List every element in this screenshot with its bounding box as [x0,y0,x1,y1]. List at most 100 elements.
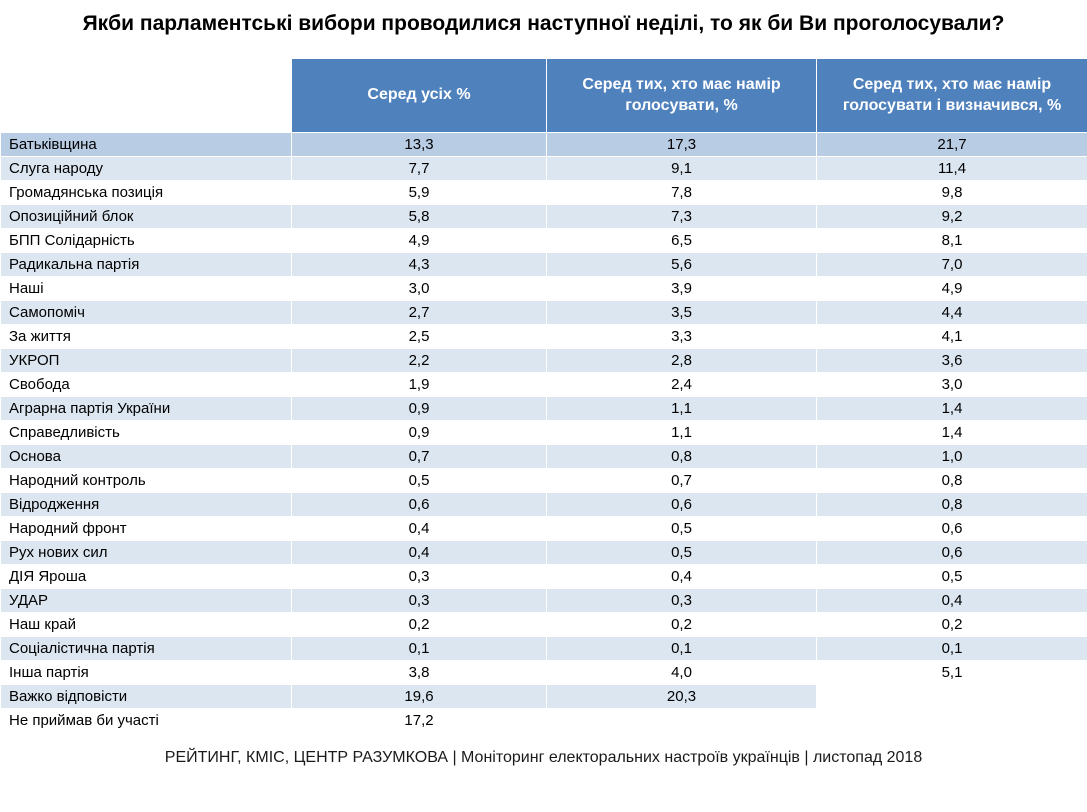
header-row: Серед усіх % Серед тих, хто має намір го… [0,58,1087,134]
table-row: Наш край 0,2 0,2 0,2 [0,612,1087,638]
party-name: Громадянська позиція [0,180,292,206]
value-cell: 21,7 [816,132,1087,158]
value-cell: 1,4 [816,420,1087,446]
table-row: БПП Солідарність 4,9 6,5 8,1 [0,228,1087,254]
table-row: Важко відповісти 19,6 20,3 [0,684,1087,710]
value-cell: 0,8 [816,468,1087,494]
value-cell: 7,0 [816,252,1087,278]
value-cell: 4,0 [546,660,817,686]
table-row: Рух нових сил 0,4 0,5 0,6 [0,540,1087,566]
value-cell: 0,6 [291,492,547,518]
table-row: Самопоміч 2,7 3,5 4,4 [0,300,1087,326]
value-cell: 1,1 [546,396,817,422]
corner-cell [0,58,292,134]
value-cell: 0,5 [816,564,1087,590]
value-cell: 0,4 [816,588,1087,614]
table-row: Справедливість 0,9 1,1 1,4 [0,420,1087,446]
party-name: Відродження [0,492,292,518]
empty-cell [816,684,1087,710]
value-cell: 2,4 [546,372,817,398]
value-cell: 17,3 [546,132,817,158]
page-title: Якби парламентські вибори проводилися на… [82,12,1005,35]
party-name: Народний фронт [0,516,292,542]
value-cell: 0,7 [291,444,547,470]
table-row: Наші 3,0 3,9 4,9 [0,276,1087,302]
value-cell: 20,3 [546,684,817,710]
party-name: Інша партія [0,660,292,686]
value-cell: 9,8 [816,180,1087,206]
party-name: Рух нових сил [0,540,292,566]
value-cell: 0,3 [291,588,547,614]
value-cell: 0,1 [291,636,547,662]
table-row: Інша партія 3,8 4,0 5,1 [0,660,1087,686]
table-header: Серед усіх % Серед тих, хто має намір го… [0,58,1087,134]
value-cell: 4,9 [816,276,1087,302]
party-name: ДІЯ Яроша [0,564,292,590]
empty-cell [546,708,817,734]
value-cell: 0,3 [291,564,547,590]
value-cell: 0,4 [291,516,547,542]
value-cell: 3,9 [546,276,817,302]
value-cell: 2,7 [291,300,547,326]
value-cell: 2,5 [291,324,547,350]
value-cell: 2,8 [546,348,817,374]
table-row: УКРОП 2,2 2,8 3,6 [0,348,1087,374]
value-cell: 6,5 [546,228,817,254]
party-name: Самопоміч [0,300,292,326]
party-name: Опозиційний блок [0,204,292,230]
value-cell: 4,1 [816,324,1087,350]
value-cell: 3,6 [816,348,1087,374]
value-cell: 0,6 [816,516,1087,542]
table-body: Батьківщина 13,3 17,3 21,7 Слуга народу 7,7 9,… [0,132,1087,734]
table-row: УДАР 0,3 0,3 0,4 [0,588,1087,614]
value-cell: 9,2 [816,204,1087,230]
value-cell: 0,6 [546,492,817,518]
value-cell: 3,8 [291,660,547,686]
table-row: Радикальна партія 4,3 5,6 7,0 [0,252,1087,278]
value-cell: 0,7 [546,468,817,494]
value-cell: 5,6 [546,252,817,278]
value-cell: 0,5 [546,540,817,566]
table-row: ДІЯ Яроша 0,3 0,4 0,5 [0,564,1087,590]
table-row: Аграрна партія України 0,9 1,1 1,4 [0,396,1087,422]
value-cell: 4,9 [291,228,547,254]
value-cell: 0,1 [816,636,1087,662]
party-name: Основа [0,444,292,470]
value-cell: 0,5 [291,468,547,494]
value-cell: 0,4 [546,564,817,590]
party-name: Народний контроль [0,468,292,494]
value-cell: 7,7 [291,156,547,182]
table-row: Громадянська позиція 5,9 7,8 9,8 [0,180,1087,206]
table-row: За життя 2,5 3,3 4,1 [0,324,1087,350]
value-cell: 0,8 [816,492,1087,518]
value-cell: 0,5 [546,516,817,542]
party-name: За життя [0,324,292,350]
value-cell: 1,9 [291,372,547,398]
value-cell: 5,9 [291,180,547,206]
value-cell: 1,1 [546,420,817,446]
value-cell: 1,4 [816,396,1087,422]
value-cell: 3,3 [546,324,817,350]
value-cell: 0,3 [546,588,817,614]
value-cell: 0,4 [291,540,547,566]
value-cell: 4,3 [291,252,547,278]
party-name: Не приймав би участі [0,708,292,734]
value-cell: 0,6 [816,540,1087,566]
value-cell: 9,1 [546,156,817,182]
poll-table: Серед усіх % Серед тих, хто має намір го… [0,58,1087,734]
value-cell: 17,2 [291,708,547,734]
column-header-among-all: Серед усіх % [291,58,547,134]
column-header-intend-to-vote: Серед тих, хто має намір голосувати, % [546,58,817,134]
value-cell: 3,5 [546,300,817,326]
table-row: Батьківщина 13,3 17,3 21,7 [0,132,1087,158]
value-cell: 0,2 [291,612,547,638]
party-name: Наші [0,276,292,302]
value-cell: 0,8 [546,444,817,470]
party-name: Свобода [0,372,292,398]
value-cell: 5,1 [816,660,1087,686]
table-row: Опозиційний блок 5,8 7,3 9,2 [0,204,1087,230]
value-cell: 7,3 [546,204,817,230]
value-cell: 19,6 [291,684,547,710]
value-cell: 5,8 [291,204,547,230]
table-row: Слуга народу 7,7 9,1 11,4 [0,156,1087,182]
